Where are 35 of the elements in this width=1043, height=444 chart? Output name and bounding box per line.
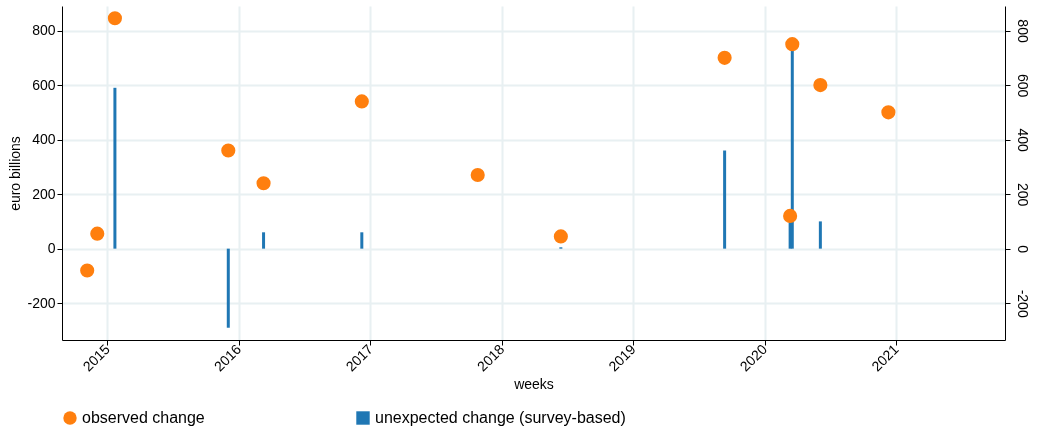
y-tick-label: 800 <box>32 22 56 39</box>
x-axis-title: weeks <box>513 376 554 393</box>
y2-tick-label: -200 <box>1014 289 1031 318</box>
y-tick-label: 200 <box>32 185 56 202</box>
point <box>221 143 236 158</box>
bar <box>723 150 727 249</box>
y-tick-label: 400 <box>32 131 56 148</box>
point <box>785 37 800 52</box>
point <box>813 78 828 93</box>
point <box>80 263 95 278</box>
y-axis-title: euro billions <box>7 136 24 211</box>
y2-tick-label: 0 <box>1014 245 1031 254</box>
point <box>783 208 798 223</box>
point <box>90 226 105 241</box>
y2-tick-label: 200 <box>1014 182 1031 207</box>
point <box>256 176 271 191</box>
legend-label: unexpected change (survey-based) <box>375 409 626 426</box>
y2-tick-label: 400 <box>1014 128 1031 152</box>
bar <box>113 87 117 249</box>
point <box>553 229 568 244</box>
y-tick-label: 600 <box>32 76 56 93</box>
bar <box>360 232 364 249</box>
bar <box>262 232 266 249</box>
y-tick-label: 0 <box>47 240 56 257</box>
point <box>881 105 896 120</box>
point <box>354 94 369 109</box>
point <box>470 167 485 183</box>
y2-tick-label: 800 <box>1014 19 1031 43</box>
y2-tick-label: 600 <box>1014 73 1031 98</box>
bar <box>818 221 822 249</box>
point <box>717 50 732 65</box>
point <box>107 11 122 26</box>
y-tick-label: -200 <box>27 294 56 311</box>
bar <box>226 248 230 328</box>
legend-label: observed change <box>82 409 205 426</box>
